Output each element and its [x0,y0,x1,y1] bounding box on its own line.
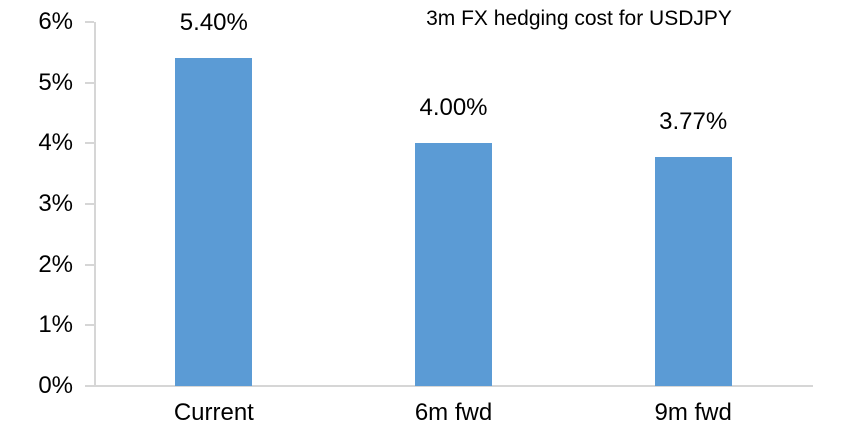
y-tick-mark [85,142,94,145]
y-tick-label: 6% [38,8,73,35]
x-axis-line [94,385,813,387]
y-tick-label: 3% [38,190,73,217]
bar-current [175,58,253,386]
category-label-6m-fwd: 6m fwd [414,399,493,426]
bar-6m-fwd [415,143,492,386]
y-tick-label: 4% [38,129,73,157]
data-label-current: 5.40% [179,9,248,37]
y-tick-mark [85,263,94,266]
chart-title: 3m FX hedging cost for USDJPY [426,7,732,30]
y-tick-label: 1% [38,311,73,339]
category-label-current: Current [173,399,254,426]
y-tick-mark [85,81,94,84]
y-tick-mark [85,203,94,205]
data-label-6m-fwd: 4.00% [419,94,488,122]
data-label-9m-fwd: 3.77% [659,108,728,136]
y-tick-label: 0% [38,372,73,399]
y-tick-mark [85,21,94,23]
category-label-9m-fwd: 9m fwd [654,399,732,426]
y-tick-label: 5% [38,68,73,96]
y-tick-mark [85,385,94,387]
y-tick-label: 2% [38,250,73,278]
y-axis-line [94,22,96,387]
bar-9m-fwd [654,157,732,386]
y-tick-mark [85,324,94,327]
